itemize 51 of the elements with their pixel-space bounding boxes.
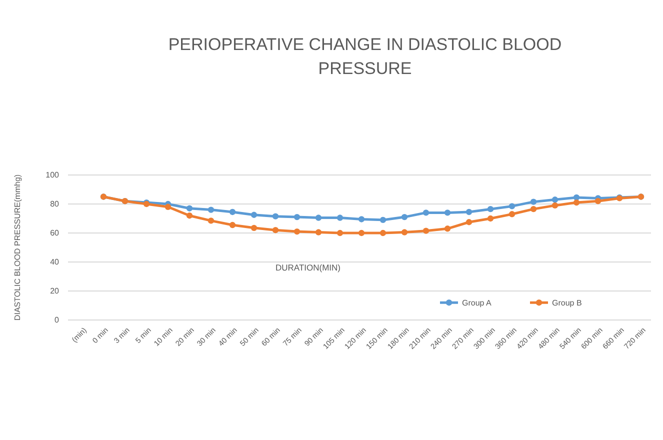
point	[164, 204, 172, 210]
point	[208, 206, 214, 213]
point	[315, 214, 322, 221]
point	[250, 224, 258, 232]
point	[552, 202, 558, 209]
point	[294, 214, 300, 220]
point	[487, 206, 494, 212]
point	[466, 208, 472, 216]
point	[530, 198, 537, 205]
legend-label: Group A	[462, 298, 492, 308]
point	[229, 222, 236, 228]
point	[315, 229, 322, 236]
point	[272, 227, 279, 234]
y-tick-label: 40	[50, 258, 60, 267]
point	[487, 215, 494, 222]
point	[401, 229, 408, 236]
point	[508, 203, 516, 210]
chart-title: PERIOPERATIVE CHANGE IN DIASTOLIC BLOOD PRESSURE	[168, 35, 562, 78]
y-tick-label: 0	[54, 316, 60, 325]
point	[422, 210, 430, 216]
point	[229, 208, 236, 216]
point	[272, 213, 279, 220]
point	[186, 212, 193, 219]
point	[508, 211, 516, 218]
legend-label: Group B	[552, 298, 582, 308]
point	[358, 216, 365, 222]
y-tick-label: 20	[50, 286, 60, 296]
point	[358, 230, 365, 236]
y-tick-label: 80	[50, 200, 60, 209]
y-axis-title: DIASTOLIC BLOOD PRESSURE(mmhg)	[13, 174, 22, 321]
point	[422, 228, 430, 234]
point	[336, 214, 344, 221]
point	[186, 205, 193, 212]
point	[250, 212, 258, 218]
point	[573, 199, 580, 206]
point	[208, 218, 214, 224]
point	[444, 226, 451, 232]
point	[552, 196, 558, 203]
y-tick-label: 100	[46, 170, 60, 180]
point	[380, 216, 386, 224]
point	[294, 228, 300, 235]
x-axis-title: DURATION(MIN)	[276, 262, 341, 273]
point	[380, 230, 386, 236]
point	[336, 230, 344, 236]
y-tick-label: 60	[50, 228, 60, 238]
point	[573, 194, 580, 201]
point	[401, 214, 408, 220]
point	[466, 219, 472, 226]
point	[444, 210, 451, 216]
point	[594, 198, 602, 204]
point	[530, 206, 537, 212]
